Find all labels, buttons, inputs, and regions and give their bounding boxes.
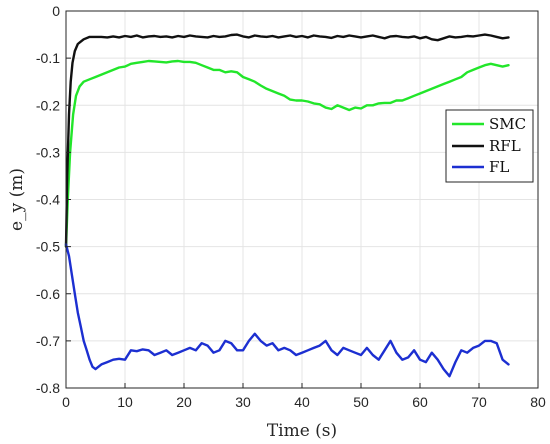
legend-label-fl: FL xyxy=(489,158,509,176)
axis-ticks: 0 10 20 30 40 50 60 70 80 0 -0.1 -0.2 -0.3 -0.4 -0.5 -0… xyxy=(36,3,546,410)
series-lines xyxy=(64,33,510,378)
x-tick-label: 40 xyxy=(294,394,310,410)
legend-label-rfl: RFL xyxy=(489,137,521,155)
y-tick-label: -0.6 xyxy=(36,286,60,302)
y-tick-label: -0.2 xyxy=(36,97,60,113)
x-tick-label: 60 xyxy=(412,394,428,410)
y-tick-label: -0.8 xyxy=(36,380,60,396)
x-tick-label: 70 xyxy=(471,394,487,410)
y-tick-label: 0 xyxy=(52,3,60,19)
y-tick-label: -0.7 xyxy=(36,333,60,349)
x-tick-label: 50 xyxy=(353,394,369,410)
legend-label-smc: SMC xyxy=(489,115,526,133)
y-axis-label: e_y (m) xyxy=(7,168,27,231)
x-tick-label: 0 xyxy=(62,394,70,410)
x-tick-label: 10 xyxy=(117,394,133,410)
series-line-rfl xyxy=(64,33,510,248)
series-line-fl xyxy=(64,243,510,378)
x-tick-label: 80 xyxy=(530,394,546,410)
x-axis-label: Time (s) xyxy=(267,421,337,441)
y-tick-label: -0.3 xyxy=(36,144,60,160)
y-tick-label: -0.5 xyxy=(36,239,60,255)
series-line-smc xyxy=(64,59,510,248)
x-tick-label: 20 xyxy=(176,394,192,410)
y-tick-label: -0.1 xyxy=(36,50,60,66)
legend: SMC RFL FL xyxy=(445,109,534,183)
y-tick-label: -0.4 xyxy=(36,192,60,208)
x-tick-label: 30 xyxy=(235,394,251,410)
